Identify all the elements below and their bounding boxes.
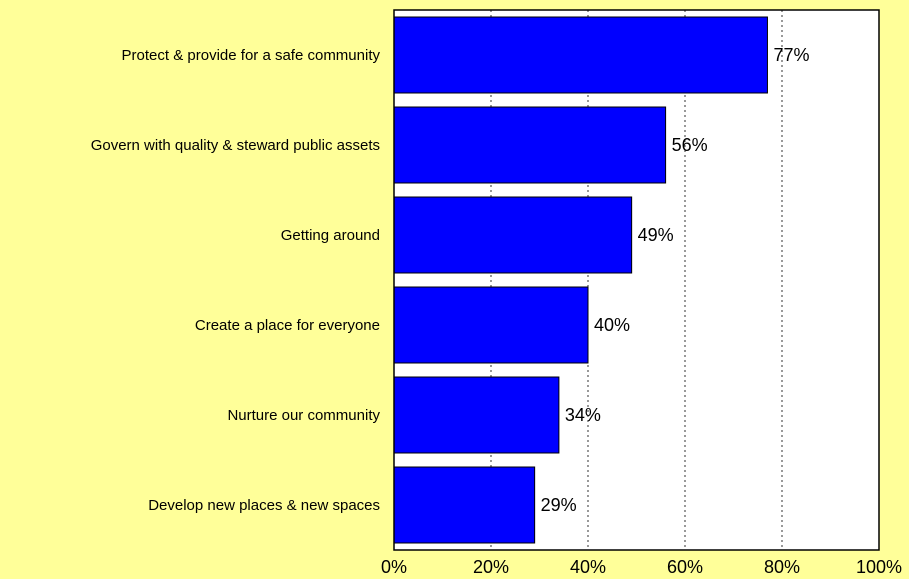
value-label: 34% — [565, 405, 601, 425]
gridlines — [490, 10, 783, 550]
plot-border — [393, 9, 880, 551]
plot-area — [394, 10, 879, 550]
category-label: Govern with quality & steward public ass… — [91, 137, 380, 154]
value-label: 56% — [672, 135, 708, 155]
bar — [393, 376, 560, 454]
category-label: Create a place for everyone — [195, 317, 380, 334]
category-label: Protect & provide for a safe community — [122, 47, 381, 64]
bars — [393, 16, 768, 544]
x-tick-label: 20% — [473, 557, 509, 577]
x-tick-label: 60% — [667, 557, 703, 577]
category-labels: Protect & provide for a safe community Go… — [91, 47, 381, 514]
x-tick-label: 0% — [381, 557, 407, 577]
value-labels: 77% 56% 49% 40% 34% 29% — [541, 45, 810, 515]
category-label: Nurture our community — [227, 407, 380, 424]
x-tick-label: 80% — [764, 557, 800, 577]
bar — [393, 466, 536, 544]
bar — [393, 196, 633, 274]
bar — [393, 106, 667, 184]
value-label: 49% — [638, 225, 674, 245]
category-label: Develop new places & new spaces — [148, 497, 380, 514]
category-label: Getting around — [281, 227, 380, 244]
x-tick-label: 100% — [856, 557, 902, 577]
bar — [393, 286, 589, 364]
value-label: 29% — [541, 495, 577, 515]
bar — [393, 16, 768, 94]
x-axis-ticks: 0% 20% 40% 60% 80% 100% — [381, 557, 902, 577]
x-tick-label: 40% — [570, 557, 606, 577]
value-label: 40% — [594, 315, 630, 335]
value-label: 77% — [773, 45, 809, 65]
